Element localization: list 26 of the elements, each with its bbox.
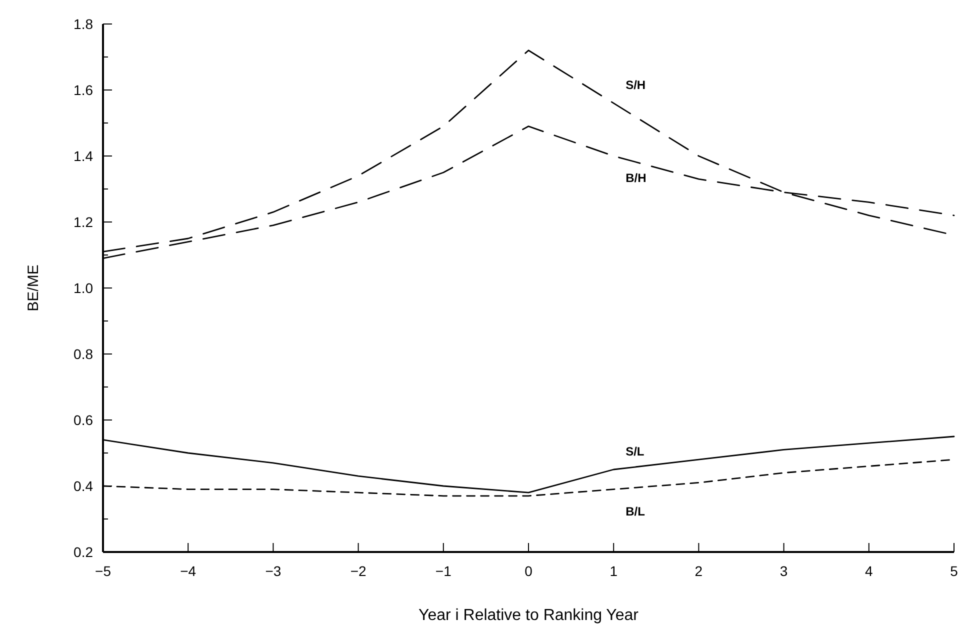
y-tick-label: 1.0 [74, 280, 94, 296]
x-tick-label: −1 [435, 563, 452, 579]
x-tick-label: −2 [350, 563, 366, 579]
series-label: B/H [626, 171, 646, 185]
y-tick-label: 0.6 [74, 412, 94, 428]
y-tick-label: 0.2 [74, 544, 94, 560]
x-tick-label: −4 [180, 563, 196, 579]
x-tick-label: 1 [610, 563, 618, 579]
x-tick-label: −5 [95, 563, 112, 579]
x-tick-label: 5 [950, 563, 958, 579]
series-label: S/L [626, 444, 644, 458]
y-tick-label: 0.8 [74, 346, 94, 362]
x-tick-label: −3 [265, 563, 282, 579]
x-axis-title: Year i Relative to Ranking Year [418, 607, 640, 624]
y-tick-label: 1.2 [74, 214, 94, 230]
y-tick-label: 0.4 [74, 478, 94, 494]
y-tick-label: 1.6 [74, 82, 94, 98]
x-tick-label: 2 [694, 563, 703, 579]
x-tick-label: 4 [865, 563, 873, 579]
y-tick-label: 1.4 [74, 148, 94, 164]
y-axis-title: BE/ME [25, 264, 42, 312]
x-tick-label: 0 [524, 563, 533, 579]
series-label: S/H [626, 78, 646, 92]
y-tick-label: 1.8 [74, 16, 94, 32]
series-label: B/L [626, 504, 645, 518]
x-tick-label: 3 [780, 563, 788, 579]
